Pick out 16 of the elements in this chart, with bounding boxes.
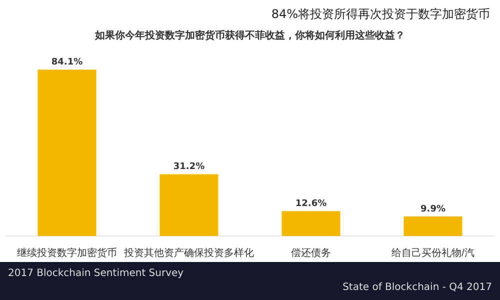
text: 84%将投资所得再次投资于数字加密货币 [270, 6, 491, 23]
bar [160, 174, 218, 236]
data-label: 84.1% [51, 58, 83, 68]
x-tick-label: 给自己买份礼物/汽 [392, 246, 474, 259]
x-tick-label: 继续投资数字加密货币 [17, 246, 117, 259]
data-label: 9.9% [420, 204, 446, 214]
data-label: 12.6% [295, 198, 327, 209]
bar [404, 216, 462, 236]
chart-title: 如果你今年投资数字加密货币获得不菲收益，你将如何利用这些收益？ [94, 30, 405, 42]
bar [38, 70, 96, 236]
bar [282, 211, 340, 236]
text: State of Blockchain - Q4 2017 [342, 282, 492, 293]
x-tick-label: 偿还债务 [291, 246, 331, 259]
text: 2017 Blockchain Sentiment Survey [8, 268, 184, 279]
data-label: 31.2% [173, 162, 205, 172]
x-tick-label: 投资其他资产确保投资多样化 [123, 246, 254, 259]
